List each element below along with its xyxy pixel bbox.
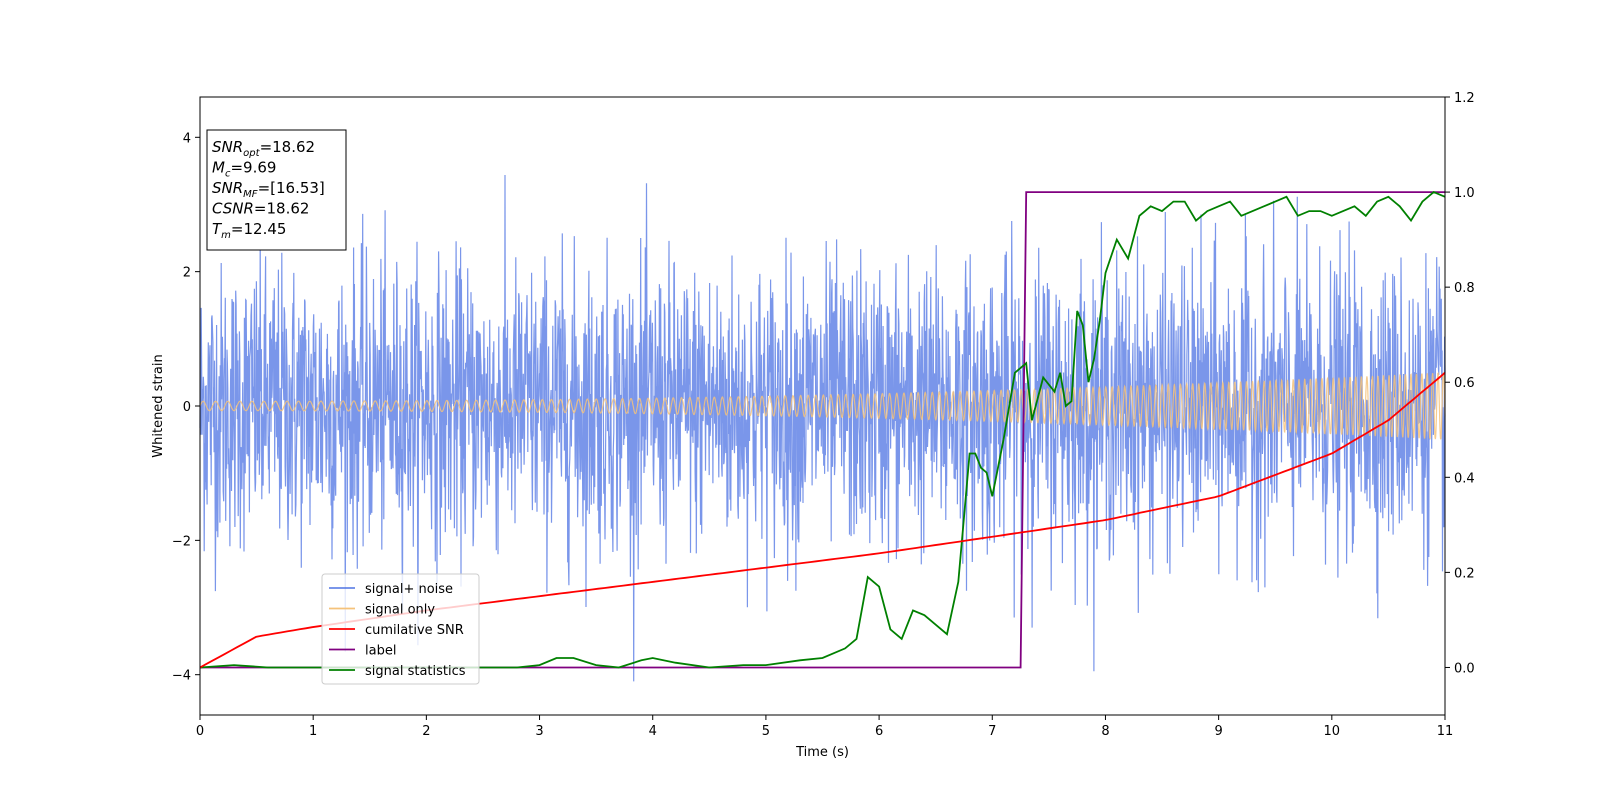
series-line-signal-noise	[199, 174, 1446, 682]
y-right-tick-label: 0.2	[1454, 566, 1475, 581]
x-axis: 0 1 2 3 4 5 6 7 8 9 10 11	[196, 715, 1453, 739]
x-tick-label: 11	[1437, 724, 1454, 739]
x-axis-label: Time (s)	[795, 745, 849, 760]
x-tick-label: 3	[535, 724, 543, 739]
legend-label: signal+ noise	[365, 582, 453, 597]
legend-label: cumilative SNR	[365, 623, 464, 638]
y-axis-left: −4 −2 0 2 4	[172, 131, 200, 684]
x-tick-label: 0	[196, 724, 204, 739]
annotation-line: SNRopt=18.62	[212, 138, 315, 159]
x-tick-label: 2	[422, 724, 430, 739]
annotation-line: Mc=9.69	[212, 159, 276, 180]
legend-frame	[321, 573, 480, 685]
legend-label: label	[365, 644, 396, 659]
y-right-tick-label: 0.6	[1454, 376, 1475, 391]
y-left-tick-label: −4	[172, 669, 191, 684]
x-tick-label: 7	[988, 724, 996, 739]
x-tick-label: 10	[1324, 724, 1341, 739]
annotation-line: SNRMF=[16.53]	[212, 179, 325, 200]
x-tick-label: 9	[1214, 724, 1222, 739]
x-tick-label: 1	[309, 724, 317, 739]
y-left-tick-label: −2	[172, 534, 191, 549]
y-right-tick-label: 0.0	[1454, 661, 1475, 676]
x-tick-label: 8	[1101, 724, 1109, 739]
y-right-tick-label: 0.8	[1454, 281, 1475, 296]
y-left-tick-label: 2	[183, 266, 191, 281]
stats-annotation-box: SNRopt=18.62Mc=9.69SNRMF=[16.53]CSNR=18.…	[206, 129, 347, 251]
y-left-tick-label: 0	[183, 400, 191, 415]
legend-label: signal statistics	[365, 664, 466, 679]
x-tick-label: 6	[875, 724, 883, 739]
y-axis-right: 0.0 0.2 0.4 0.6 0.8 1.0 1.2	[1445, 91, 1475, 676]
y-right-tick-label: 1.2	[1454, 91, 1475, 106]
legend-label: signal only	[365, 603, 435, 618]
series-line-signal-only	[199, 372, 1446, 440]
series-line-signal-statistics	[199, 191, 1446, 669]
y-right-tick-label: 0.4	[1454, 471, 1475, 486]
annotation-line: CSNR=18.62	[212, 200, 309, 218]
legend: signal+ noise signal only cumilative SNR la…	[321, 573, 480, 685]
y-left-tick-label: 4	[183, 131, 191, 146]
x-tick-label: 5	[762, 724, 770, 739]
y-axis-label: Whitened strain	[151, 354, 166, 457]
x-tick-label: 4	[649, 724, 657, 739]
annotation-frame	[206, 129, 347, 251]
y-right-tick-label: 1.0	[1454, 186, 1475, 201]
annotation-line: Tm=12.45	[212, 220, 286, 241]
